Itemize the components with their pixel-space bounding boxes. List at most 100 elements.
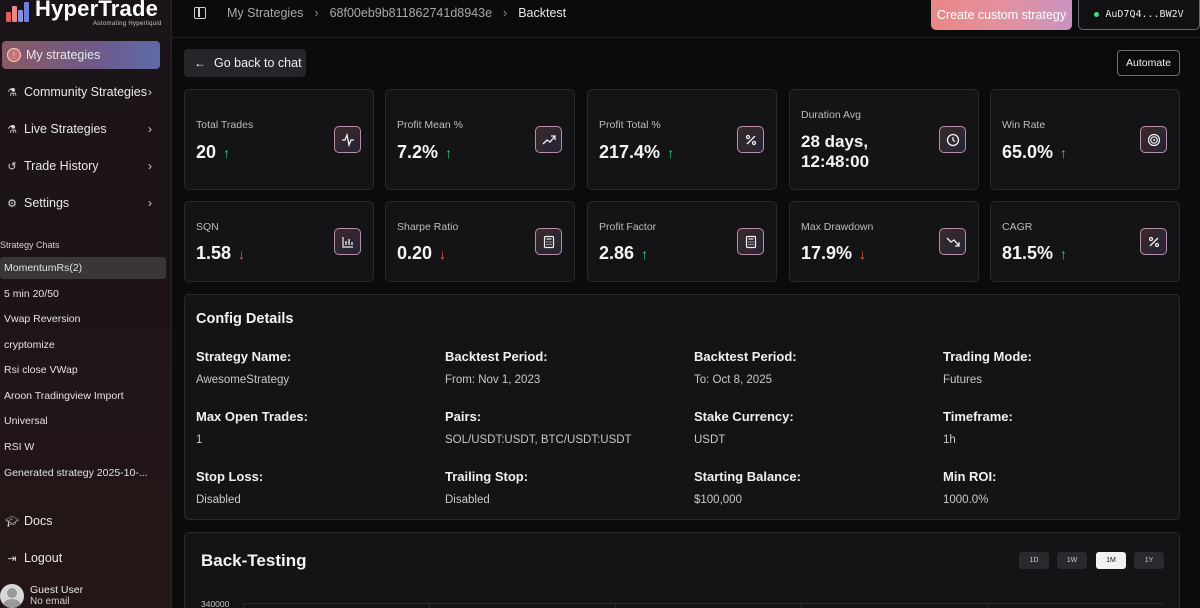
range-1m-button[interactable]: 1M [1096,552,1126,569]
config-value: USDT [694,434,726,446]
target-icon [1140,126,1167,153]
config-item: Trailing Stop: Disabled [445,469,685,506]
metric-value-text: 20 [196,142,217,162]
config-item: Stop Loss: Disabled [196,469,436,506]
sidebar-item-label: Trade History [24,159,99,173]
history-icon: ↺ [7,160,17,173]
bar-chart-icon [334,228,361,255]
percent-icon [1140,228,1167,255]
range-1w-button[interactable]: 1W [1057,552,1087,569]
config-key: Backtest Period: [445,349,548,364]
arrow-up-icon: ↑ [667,144,675,161]
sidebar-item-trade-history[interactable]: ↺ Trade History › [0,151,168,181]
automate-button[interactable]: Automate [1117,50,1180,76]
strategy-chats-heading: Strategy Chats [0,240,60,250]
breadcrumb-current: Backtest [518,6,567,20]
config-key: Trailing Stop: [445,469,529,484]
user-profile[interactable]: Guest User No email [0,584,83,608]
metric-card-sharpe-ratio: Sharpe Ratio 0.20 ↓ [385,201,575,282]
metric-value: 1.58 ↓ [196,243,245,264]
metric-card-duration-avg: Duration Avg 28 days, 12:48:00 [789,89,979,190]
breadcrumb: My Strategies › 68f00eb9b811862741d8943e… [227,6,566,20]
sidebar-item-label: Live Strategies [24,122,107,136]
flask-icon: ⚗ [7,123,17,136]
user-name: Guest User [30,584,84,596]
config-key: Stake Currency: [694,409,794,424]
metric-card-sqn: SQN 1.58 ↓ [184,201,374,282]
metric-value: 17.9% ↓ [801,243,866,264]
wallet-button[interactable]: AuD7Q4...BW2V [1078,0,1200,30]
chart-gridline [243,603,244,608]
chat-item[interactable]: Aroon Tradingview Import [4,390,124,402]
metric-label: Win Rate [1002,119,1046,131]
breadcrumb-strategy-id[interactable]: 68f00eb9b811862741d8943e [329,6,493,20]
chevron-right-icon: › [148,85,152,99]
chat-item[interactable]: MomentumRs(2) [0,257,166,279]
metric-label: CAGR [1002,221,1033,233]
config-key: Pairs: [445,409,482,424]
wallet-address: AuD7Q4...BW2V [1105,9,1184,20]
gear-icon: ⚙ [7,197,17,210]
metric-value-text: 0.20 [397,243,433,263]
chat-item[interactable]: RSI W [4,441,35,453]
metric-card-max-drawdown: Max Drawdown 17.9% ↓ [789,201,979,282]
config-key: Min ROI: [943,469,997,484]
chat-item[interactable]: cryptomize [4,339,55,351]
trending-down-icon [939,228,966,255]
sidebar-item-live-strategies[interactable]: ⚗ Live Strategies › [0,114,168,144]
config-value: Disabled [445,494,490,506]
arrow-left-icon: ← [194,56,206,70]
config-item: Stake Currency: USDT [694,409,934,446]
logo[interactable]: HyperTrade Automating Hyperliquid [4,0,162,30]
metric-value: 0.20 ↓ [397,243,446,264]
config-key: Trading Mode: [943,349,1032,364]
graduation-cap-icon: 🎓︎ [5,515,19,528]
logo-mark-icon [4,0,32,24]
chat-item[interactable]: Rsi close VWap [4,364,78,376]
arrow-up-icon: ↑ [1060,144,1068,161]
range-1d-button[interactable]: 1D [1019,552,1049,569]
metric-value-text: 81.5% [1002,243,1054,263]
chat-item[interactable]: Universal [4,415,48,427]
config-value: To: Oct 8, 2025 [694,374,772,386]
trending-up-icon [535,126,562,153]
sidebar-item-label: My strategies [26,48,101,62]
arrow-down-icon: ↓ [238,245,246,262]
sidebar-item-logout[interactable]: ⇥ Logout [0,543,168,573]
metric-card-profit-total: Profit Total % 217.4% ↑ [587,89,777,190]
sidebar-item-community-strategies[interactable]: ⚗ Community Strategies › [0,77,168,107]
chat-item[interactable]: Generated strategy 2025-10-... [4,467,148,479]
config-key: Max Open Trades: [196,409,308,424]
sidebar-item-my-strategies[interactable]: ! My strategies [2,41,160,69]
config-item: Timeframe: 1h [943,409,1183,446]
chat-item[interactable]: 5 min 20/50 [4,288,59,300]
config-value: $100,000 [694,494,742,506]
chevron-right-icon: › [148,159,152,173]
metric-value: 65.0% ↑ [1002,142,1067,163]
go-back-to-chat-button[interactable]: ← Go back to chat [184,49,306,77]
config-value: From: Nov 1, 2023 [445,374,541,386]
calculator-icon [535,228,562,255]
chart-gridline [243,603,1163,604]
metric-label: SQN [196,221,219,233]
config-item: Starting Balance: $100,000 [694,469,934,506]
chat-item[interactable]: Vwap Reversion [4,313,81,325]
sidebar-item-label: Docs [24,514,53,528]
chart-gridline [615,603,616,608]
metric-card-cagr: CAGR 81.5% ↑ [990,201,1180,282]
calculator-icon [737,228,764,255]
create-custom-strategy-button[interactable]: Create custom strategy [931,0,1072,30]
sidebar-item-settings[interactable]: ⚙ Settings › [0,188,168,218]
config-value: AwesomeStrategy [196,374,290,386]
range-1y-button[interactable]: 1Y [1134,552,1164,569]
config-item: Min ROI: 1000.0% [943,469,1183,506]
config-details-panel: Config Details Strategy Name: AwesomeStr… [184,294,1180,520]
arrow-down-icon: ↓ [439,245,447,262]
flask-icon: ⚗ [7,86,17,99]
sidebar-item-docs[interactable]: 🎓︎ Docs [0,506,168,536]
chart-gridline [987,603,988,608]
breadcrumb-my-strategies[interactable]: My Strategies [227,6,304,20]
activity-icon [334,126,361,153]
sidebar-toggle-icon[interactable] [194,7,206,19]
metric-value: 81.5% ↑ [1002,243,1067,264]
